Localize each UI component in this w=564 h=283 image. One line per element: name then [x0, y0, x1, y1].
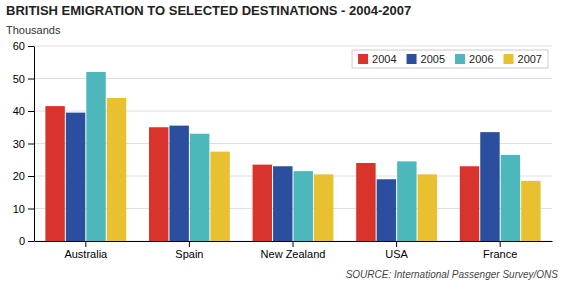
bar	[418, 174, 437, 241]
y-tick-mark	[28, 144, 34, 145]
legend-label: 2007	[518, 53, 542, 65]
legend-swatch	[504, 54, 514, 64]
y-tick: 10	[13, 203, 34, 215]
legend-swatch	[407, 54, 417, 64]
x-tick-mark	[293, 241, 294, 247]
y-tick-label: 30	[13, 138, 25, 150]
y-axis-label: Thousands	[6, 24, 61, 36]
x-tick-mark	[500, 241, 501, 247]
y-tick-label: 60	[13, 40, 25, 52]
y-tick: 20	[13, 170, 34, 182]
legend-label: 2006	[469, 53, 493, 65]
x-tick-label: USA	[385, 248, 408, 260]
x-tick-label: Spain	[175, 248, 203, 260]
y-tick-label: 10	[13, 203, 25, 215]
bar	[314, 174, 333, 241]
bar	[460, 166, 479, 241]
bar	[521, 181, 540, 241]
bar	[480, 132, 499, 241]
legend-box	[352, 50, 548, 68]
y-tick-label: 40	[13, 105, 25, 117]
x-tick-label: France	[483, 248, 517, 260]
chart: BRITISH EMIGRATION TO SELECTED DESTINATI…	[0, 0, 564, 283]
x-tick-mark	[85, 241, 86, 247]
title: BRITISH EMIGRATION TO SELECTED DESTINATI…	[6, 3, 411, 18]
bar	[397, 161, 416, 241]
y-tick-mark	[28, 209, 34, 210]
x-tick: USA	[385, 241, 408, 260]
x-tick-mark	[396, 241, 397, 247]
bar	[501, 155, 520, 241]
x-axis: Australia Spain New Zealand USA France	[35, 241, 553, 260]
y-tick: 50	[13, 73, 34, 85]
bar	[356, 163, 375, 241]
y-tick-mark	[28, 111, 34, 112]
bar	[294, 171, 313, 241]
grid-line	[34, 78, 552, 79]
bar	[66, 113, 85, 241]
y-tick: 0	[19, 235, 34, 247]
x-tick: Australia	[64, 241, 108, 260]
bar	[273, 166, 292, 241]
legend-swatch	[455, 54, 465, 64]
y-tick-mark	[28, 46, 34, 47]
grid	[34, 46, 552, 241]
y-tick-label: 20	[13, 170, 25, 182]
x-tick-label: Australia	[64, 248, 108, 260]
y-tick: 40	[13, 105, 34, 117]
legend-label: 2005	[421, 53, 445, 65]
legend: 2004 2005 2006 2007	[352, 50, 548, 68]
bar	[377, 179, 396, 241]
legend-label: 2004	[372, 53, 396, 65]
bar-series	[86, 72, 520, 241]
x-tick: France	[483, 241, 517, 260]
bar	[169, 126, 188, 241]
bar-series	[66, 113, 500, 241]
y-tick: 30	[13, 138, 34, 150]
bar	[210, 152, 229, 241]
legend-swatch	[358, 54, 368, 64]
y-tick-mark	[28, 79, 34, 80]
y-tick-label: 50	[13, 73, 25, 85]
annotation: SOURCE: International Passenger Survey/O…	[346, 269, 559, 280]
bar	[253, 165, 272, 241]
bar	[190, 134, 209, 241]
y-tick-mark	[28, 241, 34, 242]
bars	[45, 72, 540, 241]
y-axis-line	[34, 47, 35, 242]
bar	[45, 106, 64, 241]
grid-line	[34, 46, 552, 47]
x-tick-mark	[189, 241, 190, 247]
bar	[107, 98, 126, 241]
bar	[86, 72, 105, 241]
y-axis: 0 10 20 30 40 50 60	[13, 40, 35, 247]
x-tick-label: New Zealand	[261, 248, 326, 260]
x-tick: Spain	[175, 241, 203, 260]
plot: 0 10 20 30 40 50 60 Australia Spain New Zealand US…	[13, 40, 553, 260]
bar-series	[107, 98, 541, 241]
bar	[149, 127, 168, 241]
y-tick: 60	[13, 40, 34, 52]
y-tick-mark	[28, 176, 34, 177]
x-tick: New Zealand	[261, 241, 326, 260]
y-tick-label: 0	[19, 235, 25, 247]
